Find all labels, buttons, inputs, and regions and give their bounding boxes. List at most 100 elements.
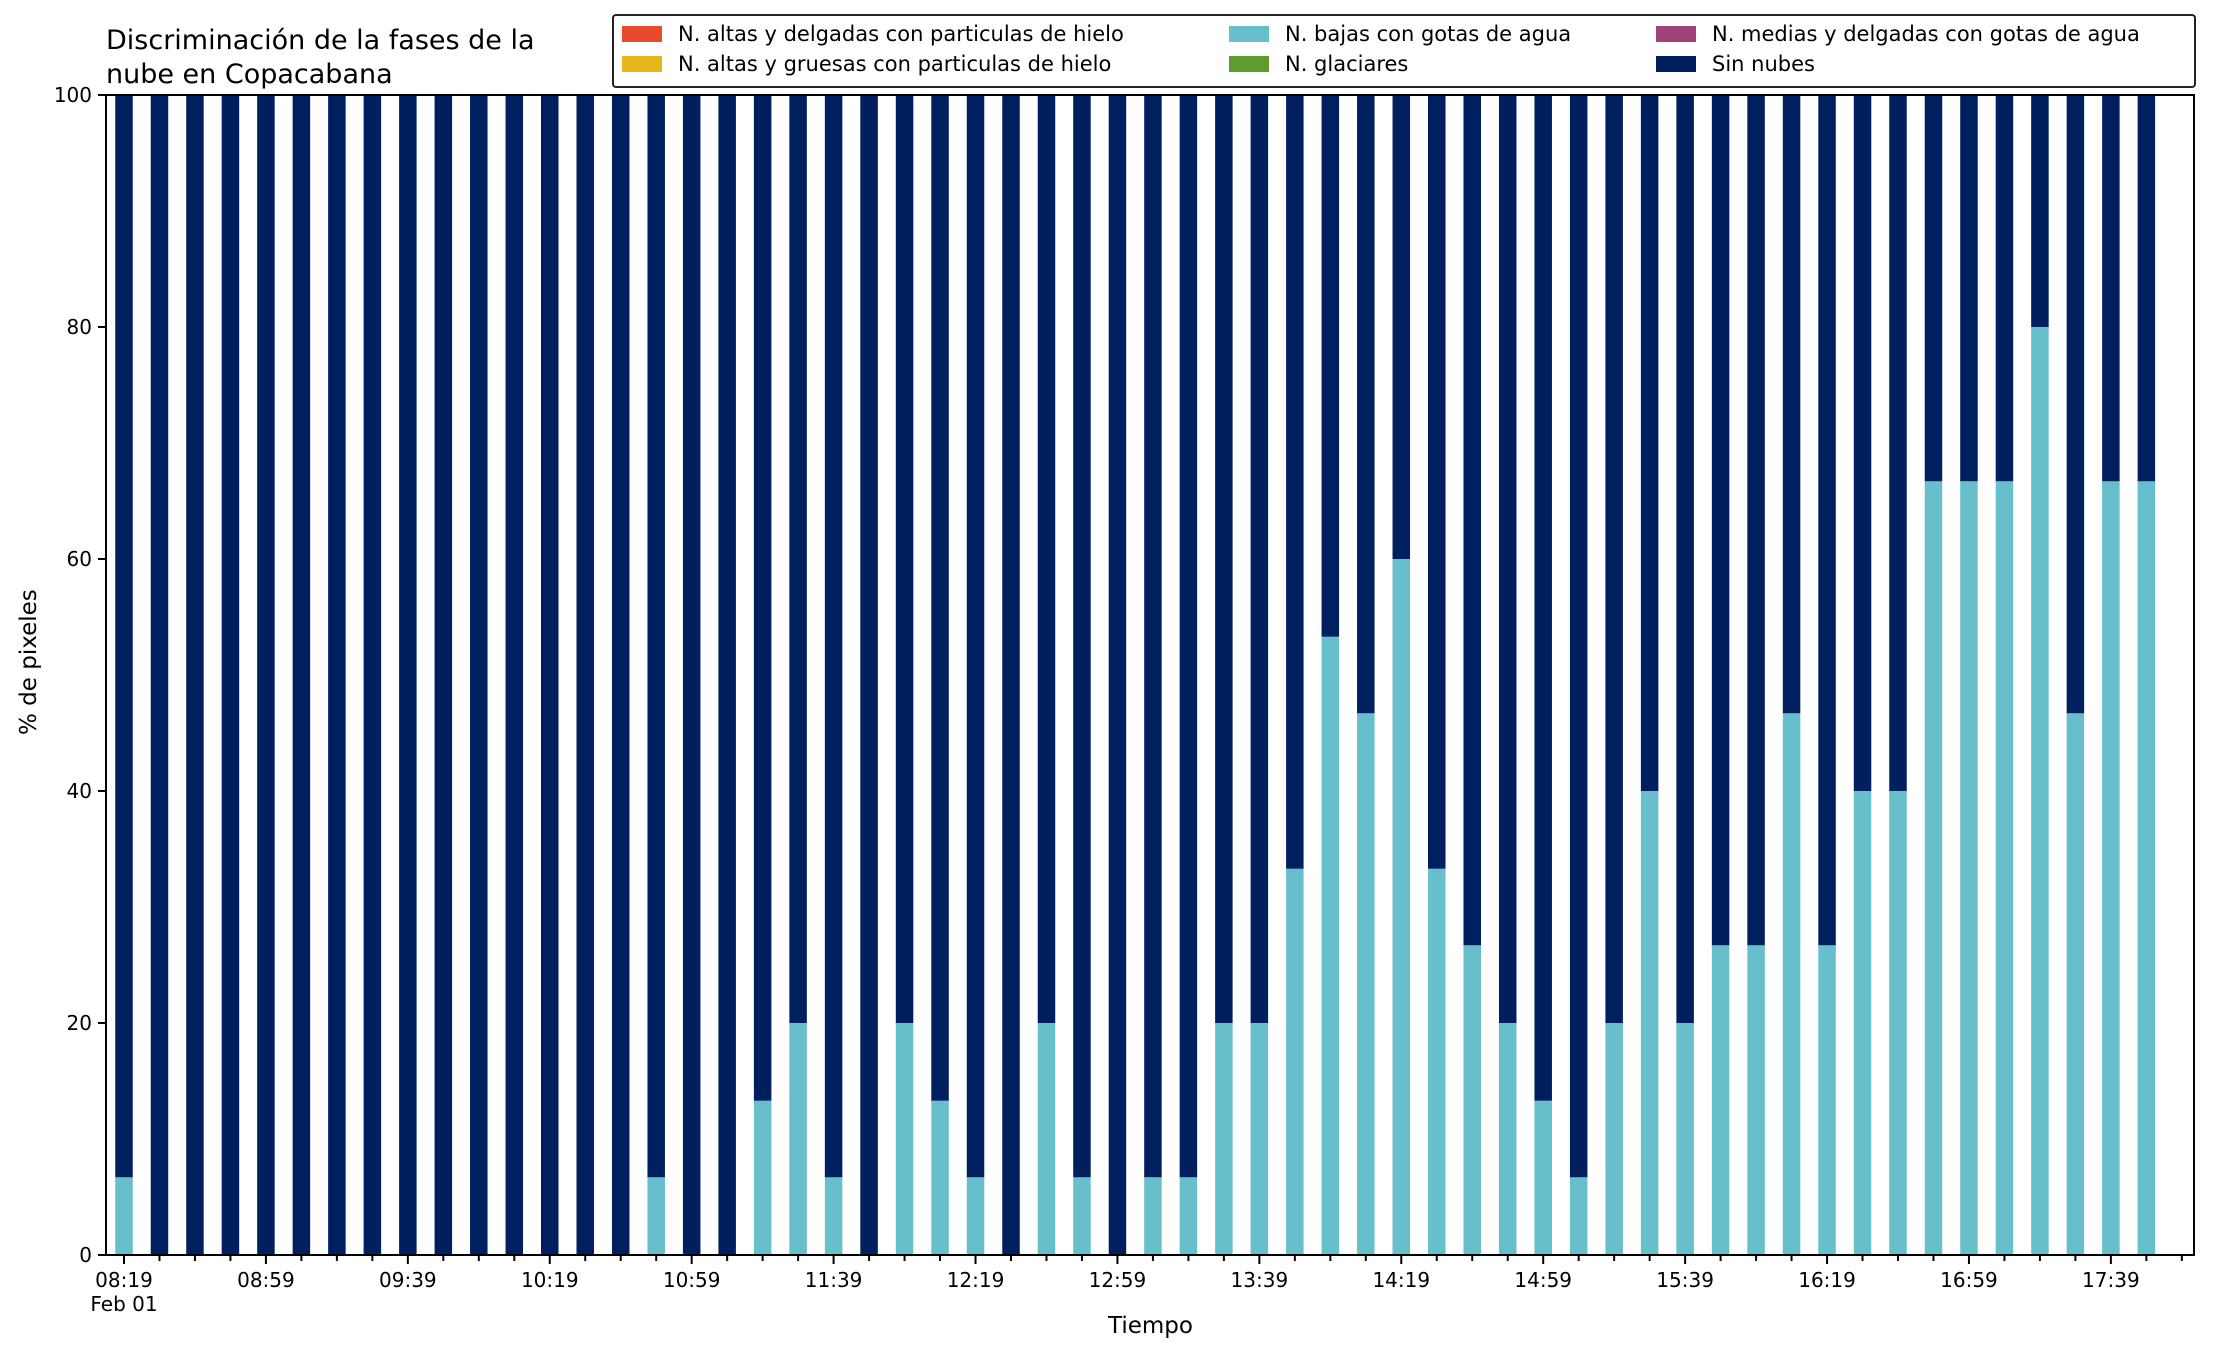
legend-label: N. glaciares (1285, 52, 1409, 76)
bar-segment-5-34 (1321, 95, 1340, 637)
bar-segment-5-38 (1463, 95, 1481, 946)
bar-segment-2-41 (1569, 1177, 1588, 1255)
x-tick-label: 17:39 (2082, 1268, 2140, 1292)
bar-segment-2-34 (1321, 636, 1340, 1255)
bar-segment-2-53 (1995, 481, 2014, 1255)
bar-segment-5-31 (1215, 95, 1233, 1023)
bar-segment-5-11 (505, 95, 524, 1255)
legend-label: N. bajas con gotas de agua (1285, 22, 1572, 46)
bar-segment-5-54 (2031, 95, 2049, 327)
legend-swatch (1656, 26, 1696, 42)
x-tick-label: 16:19 (1798, 1268, 1856, 1292)
bar-segment-5-1 (150, 95, 169, 1255)
bar-segment-2-0 (115, 1177, 133, 1255)
y-tick-label: 60 (67, 547, 92, 571)
chart-title: Discriminación de la fases de la nube en… (106, 25, 535, 90)
legend-item: N. medias y delgadas con gotas de agua (1656, 22, 2140, 46)
legend-item: N. altas y gruesas con particulas de hie… (622, 52, 1111, 76)
bars-group (115, 95, 2156, 1255)
bar-segment-5-15 (647, 95, 665, 1178)
x-tick-label: 10:19 (521, 1268, 579, 1292)
x-tick-label: 11:39 (805, 1268, 863, 1292)
bar-segment-2-15 (647, 1177, 665, 1255)
bar-segment-5-9 (434, 95, 453, 1255)
bar-segment-2-38 (1463, 945, 1481, 1255)
x-tick-label: 08:59 (237, 1268, 295, 1292)
x-tick-label: 08:19 (95, 1268, 153, 1292)
bar-segment-2-19 (789, 1023, 807, 1255)
bar-segment-2-42 (1605, 1023, 1623, 1255)
legend: N. altas y delgadas con particulas de hi… (612, 14, 2196, 88)
y-axis-title: % de pixeles (16, 589, 42, 735)
bar-segment-5-50 (1889, 95, 1907, 791)
bar-segment-5-24 (966, 95, 985, 1178)
bar-segment-5-29 (1144, 95, 1162, 1178)
bar-segment-5-53 (1995, 95, 2014, 482)
bar-segment-5-51 (1924, 95, 1943, 482)
bar-segment-2-46 (1747, 945, 1765, 1255)
bar-segment-5-35 (1357, 95, 1375, 714)
bar-segment-5-32 (1250, 95, 1269, 1023)
x-date-label: Feb 01 (90, 1292, 157, 1316)
bar-segment-5-39 (1498, 95, 1517, 1023)
bar-segment-2-32 (1250, 1023, 1269, 1255)
bar-segment-5-48 (1818, 95, 1836, 946)
bar-segment-2-20 (824, 1177, 843, 1255)
legend-swatch (1229, 26, 1269, 42)
bar-segment-2-44 (1676, 1023, 1694, 1255)
bar-segment-5-10 (470, 95, 488, 1255)
bar-segment-5-23 (931, 95, 949, 1101)
x-tick-label: 12:59 (1089, 1268, 1147, 1292)
bar-segment-5-17 (718, 95, 736, 1255)
bar-segment-5-57 (2137, 95, 2156, 482)
bar-segment-5-14 (611, 95, 630, 1255)
legend-item: Sin nubes (1656, 52, 1815, 76)
bar-segment-2-48 (1818, 945, 1836, 1255)
bar-segment-2-55 (2066, 713, 2085, 1255)
bar-segment-5-6 (328, 95, 346, 1255)
bar-segment-2-47 (1782, 713, 1801, 1255)
legend-label: N. altas y delgadas con particulas de hi… (678, 22, 1124, 46)
y-tick-label: 0 (79, 1243, 92, 1267)
bar-segment-5-27 (1073, 95, 1091, 1178)
bar-segment-2-50 (1889, 791, 1907, 1255)
y-tick-label: 100 (54, 83, 92, 107)
bar-segment-2-33 (1286, 868, 1304, 1255)
bar-segment-5-18 (753, 95, 772, 1101)
bar-segment-2-49 (1853, 791, 1872, 1255)
bar-segment-5-2 (186, 95, 204, 1255)
bar-segment-2-31 (1215, 1023, 1233, 1255)
x-tick-label: 10:59 (663, 1268, 721, 1292)
bar-segment-5-40 (1534, 95, 1552, 1101)
x-axis-title: Tiempo (1108, 1313, 1193, 1339)
bar-segment-2-29 (1144, 1177, 1162, 1255)
bar-segment-5-45 (1711, 95, 1730, 946)
bar-segment-5-16 (682, 95, 701, 1255)
legend-swatch (622, 26, 662, 42)
x-tick-label: 16:59 (1940, 1268, 1998, 1292)
x-tick-label: 15:39 (1656, 1268, 1714, 1292)
bar-segment-5-12 (541, 95, 559, 1255)
bar-segment-5-47 (1782, 95, 1801, 714)
legend-label: Sin nubes (1712, 52, 1815, 76)
bar-segment-5-33 (1286, 95, 1304, 869)
bar-segment-5-36 (1392, 95, 1411, 559)
bar-segment-2-36 (1392, 559, 1411, 1255)
legend-swatch (622, 56, 662, 72)
legend-item: N. glaciares (1229, 52, 1408, 76)
bar-segment-2-45 (1711, 945, 1730, 1255)
bar-segment-2-27 (1073, 1177, 1091, 1255)
bar-segment-2-57 (2137, 481, 2156, 1255)
y-tick-label: 20 (67, 1011, 92, 1035)
legend-item: N. bajas con gotas de agua (1229, 22, 1571, 46)
bar-segment-2-43 (1640, 791, 1659, 1255)
bar-segment-5-37 (1428, 95, 1446, 869)
bar-segment-2-24 (966, 1177, 985, 1255)
bar-segment-5-25 (1002, 95, 1020, 1255)
bar-segment-2-51 (1924, 481, 1943, 1255)
bar-segment-5-0 (115, 95, 133, 1178)
y-axis: 0 20 40 60 80 100 (54, 83, 106, 1267)
x-tick-label: 09:39 (379, 1268, 437, 1292)
bar-segment-5-42 (1605, 95, 1623, 1023)
x-tick-label: 13:39 (1231, 1268, 1289, 1292)
